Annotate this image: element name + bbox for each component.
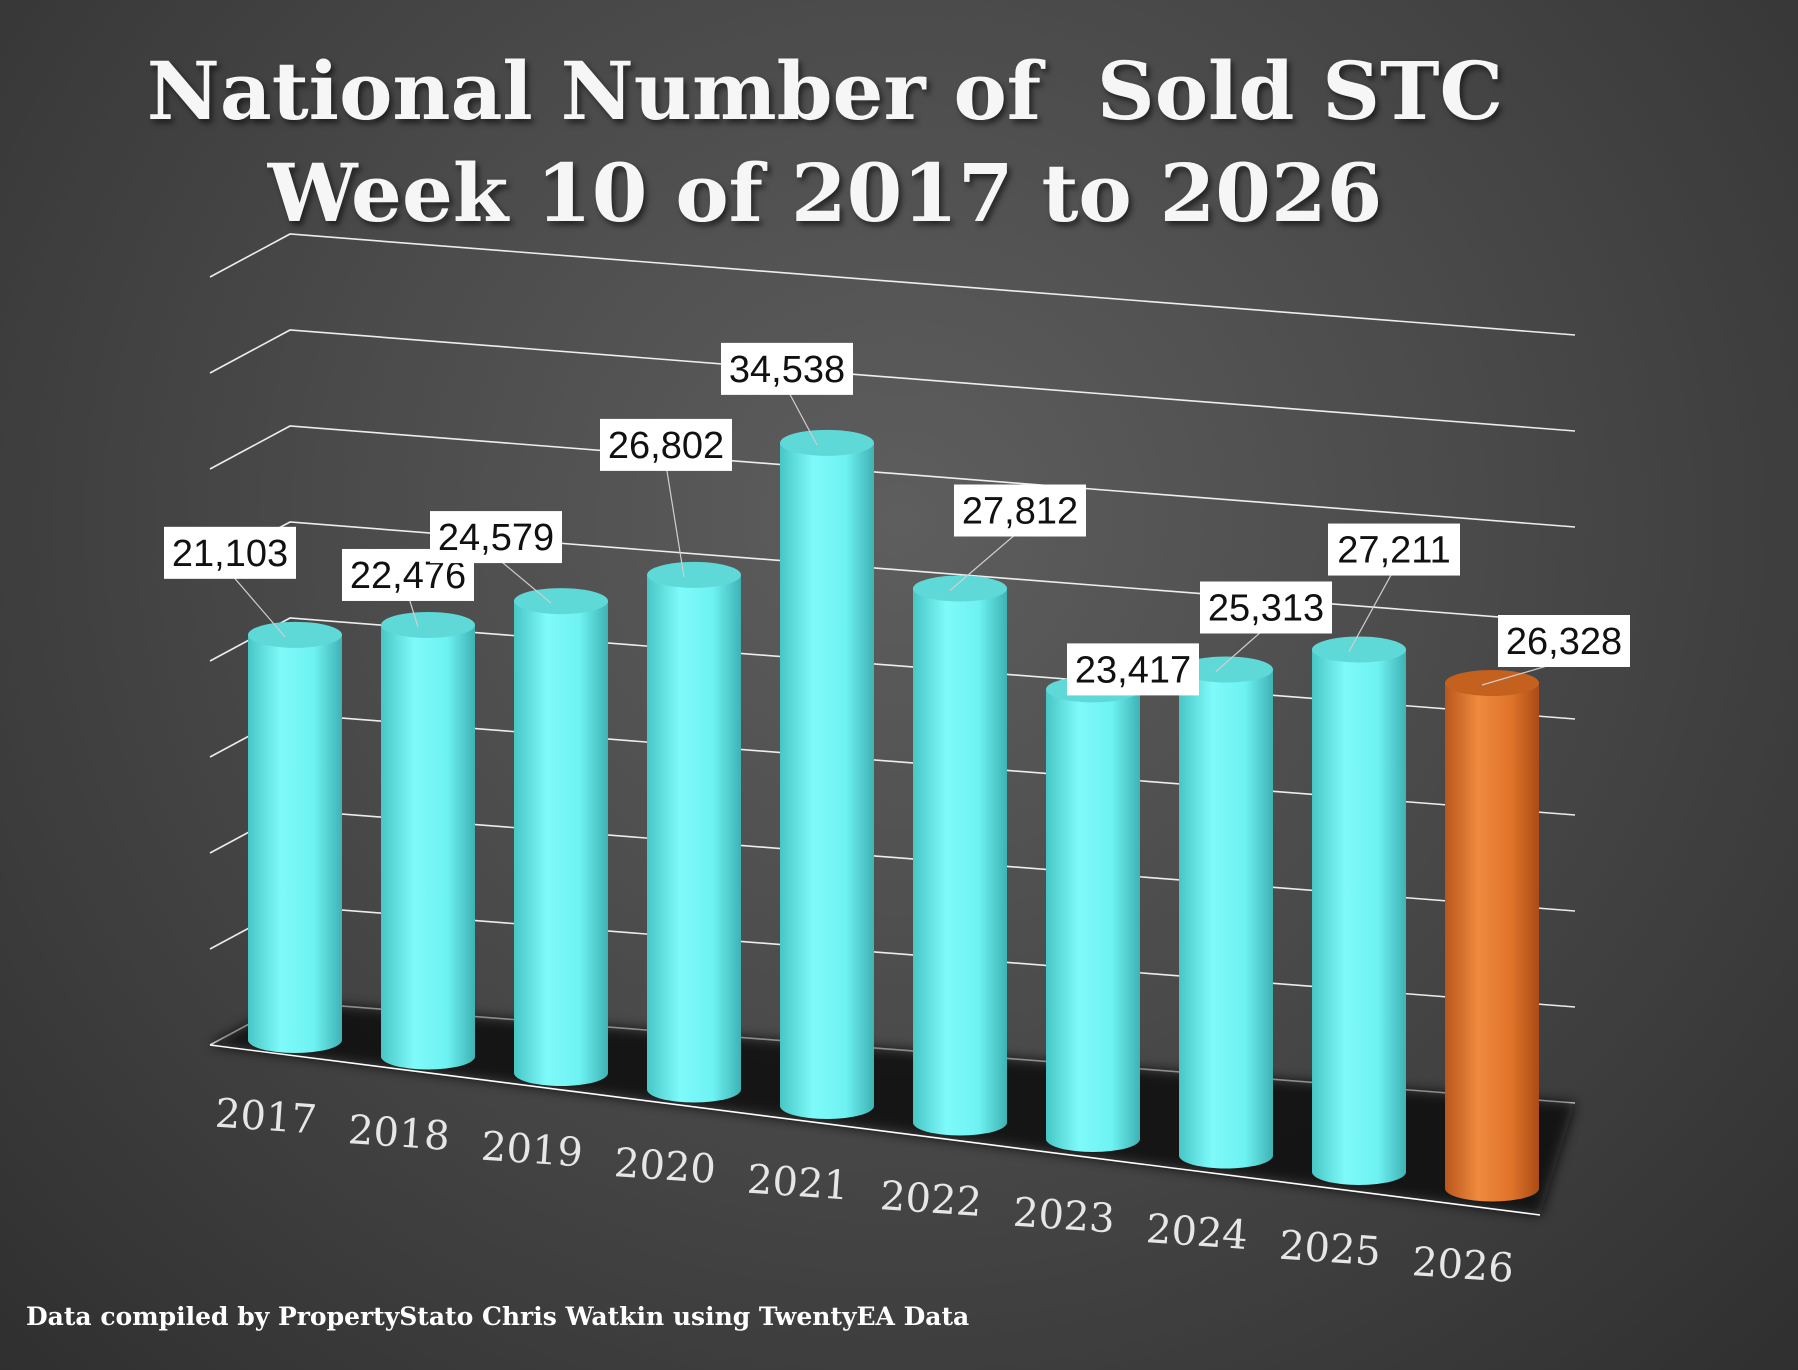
data-label-box — [721, 342, 853, 395]
bar-top — [1445, 670, 1539, 697]
data-label-box — [1498, 615, 1630, 668]
bar — [780, 429, 874, 1119]
bar — [647, 561, 741, 1103]
x-tick-label: 2023 — [1012, 1190, 1117, 1243]
bar — [248, 621, 342, 1053]
data-label-text: 24,579 — [438, 517, 554, 559]
chart-title: National Number of Sold STC Week 10 of 2… — [0, 40, 1650, 244]
data-label-box — [1067, 643, 1199, 696]
leader-line — [1348, 569, 1395, 652]
leader-line — [665, 464, 685, 577]
bar-top — [913, 575, 1007, 602]
data-label-text: 27,812 — [962, 491, 1078, 533]
x-axis-labels: 2017 2018 2019 2020 2021 2022 2023 2024 2025 2026 — [214, 1091, 1516, 1292]
bar-body — [1046, 689, 1140, 1152]
bar-top — [780, 429, 874, 456]
data-label: 26,328 — [1481, 615, 1630, 686]
bar-top — [1312, 636, 1406, 663]
leader-line — [786, 388, 818, 446]
bar-body — [1445, 683, 1539, 1202]
bar — [913, 575, 1007, 1136]
data-label-text: 23,417 — [1075, 649, 1191, 691]
x-tick-label: 2026 — [1411, 1239, 1516, 1292]
source-credit: Data compiled by PropertyStato Chris Wat… — [26, 1302, 970, 1331]
gridline — [209, 425, 1576, 528]
x-tick-label: 2018 — [347, 1107, 452, 1160]
bar — [1312, 636, 1406, 1185]
bar-body — [913, 588, 1007, 1136]
bar — [1046, 676, 1140, 1152]
bar-body — [1179, 669, 1273, 1169]
x-tick-label: 2025 — [1278, 1223, 1383, 1276]
data-label-box — [164, 526, 296, 579]
bar — [1179, 656, 1273, 1169]
data-label-text: 21,103 — [172, 533, 288, 575]
x-tick-label: 2019 — [480, 1124, 585, 1177]
bar-top — [514, 588, 608, 615]
data-label-text: 26,328 — [1506, 621, 1622, 663]
bar-body — [647, 574, 741, 1103]
leader-line — [1215, 627, 1267, 672]
bar — [381, 611, 475, 1070]
bar — [1445, 670, 1539, 1202]
leader-line — [229, 572, 286, 638]
data-label: 21,103 — [164, 526, 296, 638]
bar-top — [248, 621, 342, 648]
gridline — [209, 329, 1576, 432]
x-tick-label: 2020 — [613, 1140, 718, 1193]
chart-title-line-1: National Number of Sold STC — [146, 44, 1504, 138]
bars — [248, 429, 1539, 1202]
data-label-text: 26,802 — [608, 425, 724, 467]
data-label: 24,579 — [430, 511, 562, 604]
x-tick-label: 2021 — [746, 1157, 851, 1210]
x-tick-label: 2024 — [1145, 1206, 1250, 1259]
data-label: 27,812 — [949, 484, 1086, 591]
bar-body — [381, 624, 475, 1070]
bar — [514, 588, 608, 1086]
x-tick-label: 2022 — [879, 1173, 984, 1226]
bar-body — [780, 442, 874, 1119]
data-label-text: 34,538 — [729, 349, 845, 391]
data-label-box — [1200, 581, 1332, 634]
data-label-box — [1328, 523, 1460, 576]
bar-top — [647, 561, 741, 588]
data-label-text: 25,313 — [1208, 587, 1324, 629]
data-label: 27,211 — [1328, 523, 1460, 652]
data-label-box — [954, 484, 1086, 537]
data-label-box — [430, 511, 562, 564]
data-label: 25,313 — [1200, 581, 1332, 672]
bar-top — [381, 611, 475, 638]
data-labels: 21,10322,47624,57926,80234,53827,81223,4… — [164, 342, 1630, 696]
data-label-text: 27,211 — [1337, 530, 1450, 572]
data-label: 26,802 — [600, 418, 732, 577]
data-label: 34,538 — [721, 342, 853, 446]
x-tick-label: 2017 — [214, 1091, 319, 1144]
data-label-box — [600, 418, 732, 471]
leader-line — [949, 530, 1021, 591]
gridline — [209, 233, 1576, 336]
bar-body — [248, 634, 342, 1053]
data-label: 23,417 — [1067, 643, 1199, 696]
bar-body — [1312, 649, 1406, 1185]
chart-title-line-2: Week 10 of 2017 to 2026 — [267, 146, 1383, 240]
floor-edge — [209, 1044, 1541, 1216]
leader-line — [495, 556, 552, 604]
bar-body — [514, 601, 608, 1086]
bar-top — [1179, 656, 1273, 683]
